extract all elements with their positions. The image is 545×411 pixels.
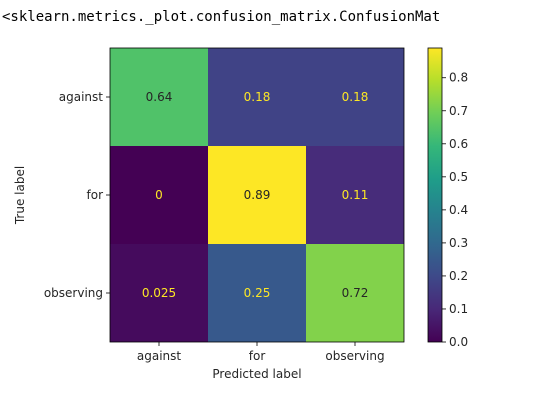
x-axis-ticks: against for observing <box>137 342 385 363</box>
heatmap-cell <box>306 48 404 146</box>
cell-value-label: 0.64 <box>146 90 173 104</box>
heatmap-cell <box>110 48 208 146</box>
heatmap-cell <box>110 244 208 342</box>
heatmap-cell-labels: 0.64 0.18 0.18 0 0.89 0.11 0.025 0.25 0.72 <box>142 90 369 300</box>
colorbar-ticks: 0.0 0.1 0.2 0.3 0.4 0.5 0.6 0.7 0.8 <box>442 71 468 349</box>
heatmap-cell <box>306 244 404 342</box>
colorbar-tick-label: 0.8 <box>449 71 468 85</box>
colorbar-tick-label: 0.0 <box>449 335 468 349</box>
cell-value-label: 0.25 <box>244 286 271 300</box>
x-tick-label: against <box>137 349 182 363</box>
y-tick-label: for <box>87 188 104 202</box>
x-axis-label: Predicted label <box>212 367 301 381</box>
colorbar-tick-label: 0.2 <box>449 269 468 283</box>
cell-value-label: 0.025 <box>142 286 176 300</box>
cell-value-label: 0.72 <box>342 286 369 300</box>
colorbar-tick-label: 0.5 <box>449 170 468 184</box>
x-tick-label: observing <box>325 349 384 363</box>
heatmap-cell <box>110 146 208 244</box>
colorbar <box>427 47 443 343</box>
heatmap-cell <box>208 244 306 342</box>
y-axis-ticks: against for observing <box>44 90 110 300</box>
heatmap-cell <box>306 146 404 244</box>
cell-value-label: 0.11 <box>342 188 369 202</box>
colorbar-tick-label: 0.3 <box>449 236 468 250</box>
heatmap-cell <box>208 146 306 244</box>
heatmap-cells <box>110 48 404 342</box>
cell-value-label: 0.18 <box>244 90 271 104</box>
x-tick-label: for <box>249 349 266 363</box>
y-tick-label: against <box>59 90 104 104</box>
colorbar-tick-label: 0.4 <box>449 203 468 217</box>
output-repr-text: <sklearn.metrics._plot.confusion_matrix.… <box>2 9 441 25</box>
cell-value-label: 0.89 <box>244 188 271 202</box>
colorbar-tick-label: 0.1 <box>449 302 468 316</box>
y-axis-label: True label <box>13 166 27 225</box>
colorbar-tick-label: 0.7 <box>449 104 468 118</box>
cell-value-label: 0.18 <box>342 90 369 104</box>
cell-value-label: 0 <box>155 188 163 202</box>
colorbar-tick-label: 0.6 <box>449 137 468 151</box>
y-tick-label: observing <box>44 286 103 300</box>
heatmap-cell <box>208 48 306 146</box>
